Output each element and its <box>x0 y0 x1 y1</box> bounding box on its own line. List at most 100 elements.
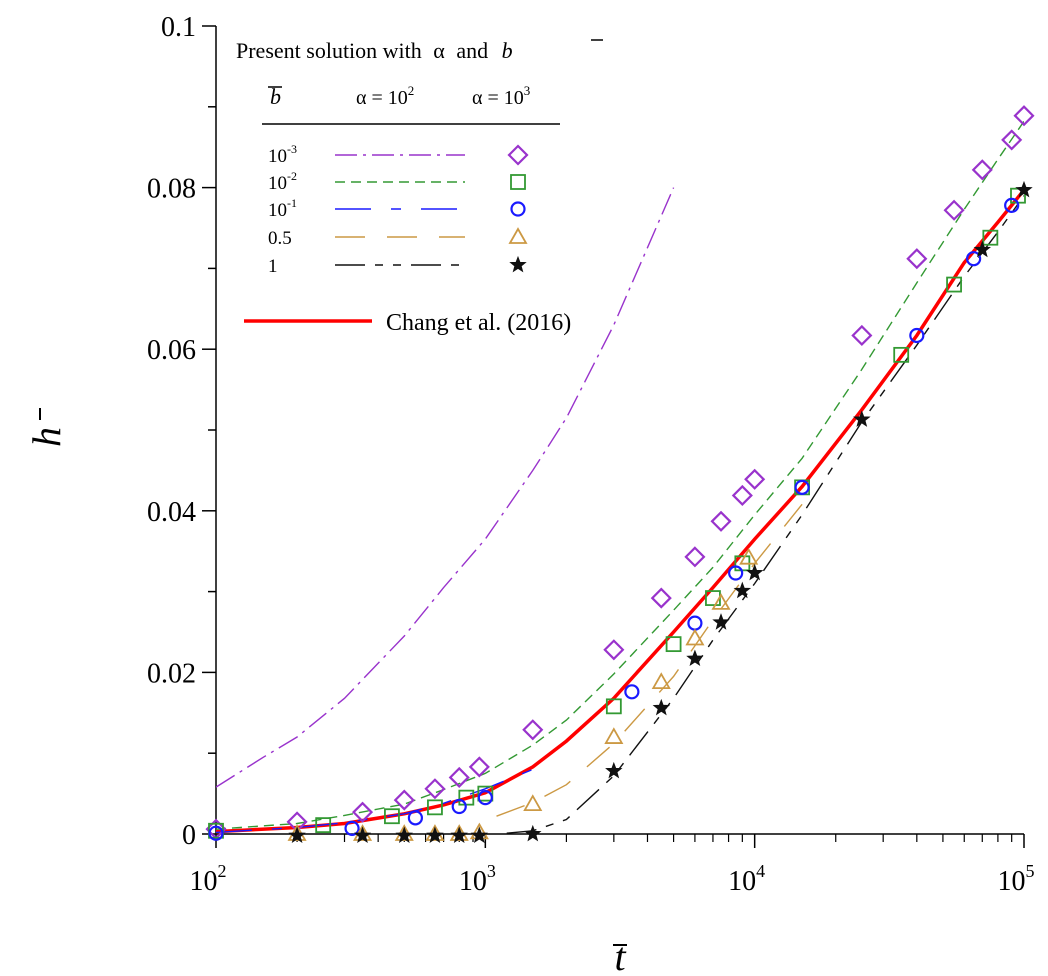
square-marker <box>384 808 400 825</box>
x-axis-label: t <box>613 934 627 976</box>
x-tick-label: 105 <box>998 861 1035 897</box>
legend-row-b-value: 10-1 <box>268 196 297 221</box>
x-tick-label: 103 <box>459 861 496 897</box>
diamond-marker <box>393 789 415 811</box>
diamond-marker <box>424 778 446 800</box>
star-marker <box>652 698 670 716</box>
square-marker <box>477 785 494 802</box>
legend-row-b-exp: -1 <box>287 196 297 210</box>
star-marker <box>395 826 413 844</box>
circle-marker <box>687 615 703 631</box>
star-marker <box>605 761 623 779</box>
square-marker <box>427 799 443 816</box>
legend-row-b-base: 10 <box>268 146 287 167</box>
x-tick-label-exp: 3 <box>487 861 496 881</box>
star-marker <box>450 826 468 844</box>
circle-marker <box>451 798 467 815</box>
circle-marker <box>407 810 424 826</box>
legend-col-alpha1-base: α = 10 <box>356 87 408 109</box>
circle-marker <box>624 684 640 700</box>
star-marker <box>426 826 444 844</box>
circle-marker <box>966 251 982 267</box>
star-marker <box>686 649 704 667</box>
circle-marker <box>477 790 493 806</box>
diamond-marker <box>710 510 732 532</box>
diamond-marker <box>650 587 672 609</box>
x-axis-ticks: 102 103 104 105 <box>190 834 1035 897</box>
diamond-marker <box>1013 105 1035 127</box>
star-marker <box>1015 180 1033 198</box>
star-marker <box>973 240 991 258</box>
square-marker <box>982 229 999 246</box>
legend-heading-prefix: Present solution with <box>236 38 422 63</box>
series-layer <box>216 120 1024 834</box>
diamond-marker <box>603 639 625 661</box>
legend-row-b-base: 0.5 <box>268 228 292 249</box>
x-tick-label-exp: 5 <box>1026 861 1035 881</box>
series-line-5 <box>506 195 1024 834</box>
diamond-marker <box>731 484 753 507</box>
x-tick-label: 104 <box>728 861 765 897</box>
legend-row-b-exp: -3 <box>287 142 297 156</box>
diamond-marker <box>1001 129 1023 151</box>
diamond-marker <box>943 199 965 221</box>
triangle-marker <box>685 628 705 646</box>
square-marker <box>315 817 332 834</box>
circle-marker <box>510 201 526 217</box>
square-marker <box>946 276 962 293</box>
star-marker <box>353 826 372 844</box>
marker-layer <box>205 105 1035 844</box>
square-marker <box>605 698 622 715</box>
legend: Present solution with α and b b α = 102 … <box>236 38 603 336</box>
star-marker <box>524 824 542 842</box>
y-tick-label: 0.02 <box>147 658 196 689</box>
circle-marker <box>208 825 224 841</box>
circle-marker <box>794 479 810 495</box>
square-marker <box>510 174 526 190</box>
legend-col-alpha2-exp: 3 <box>524 83 531 98</box>
circle-marker <box>909 327 925 344</box>
diamond-marker <box>351 801 374 823</box>
series-line-3 <box>216 768 534 834</box>
star-marker <box>733 581 752 599</box>
y-tick-label: 0.08 <box>147 174 196 205</box>
x-tick-label-base: 10 <box>998 866 1026 897</box>
triangle-marker <box>523 794 543 812</box>
diamond-marker <box>684 546 706 568</box>
diamond-marker <box>507 144 529 166</box>
x-axis-label-text: t <box>614 934 626 976</box>
legend-row-b-value: 0.5 <box>268 228 292 249</box>
y-axis-ticks: 0 0.02 0.04 0.06 0.08 0.1 <box>147 12 216 851</box>
legend-row-b-base: 1 <box>268 256 278 277</box>
reference-curve <box>216 188 1024 834</box>
legend-heading: Present solution with α and b <box>236 38 513 63</box>
y-axis-label-text: h <box>24 427 69 447</box>
y-tick-label: 0.04 <box>147 497 196 528</box>
legend-heading-alpha: α <box>433 38 445 63</box>
legend-rows: 10-310-210-10.51 <box>268 142 529 277</box>
legend-col-alpha1-exp: 2 <box>408 83 415 98</box>
legend-col-alpha1: α = 102 <box>356 83 414 109</box>
y-axis-label: h <box>24 408 69 447</box>
legend-row-b-value: 10-3 <box>268 142 297 167</box>
legend-heading-and: and <box>456 38 488 63</box>
series-line-4 <box>496 503 803 817</box>
diamond-marker <box>851 324 873 347</box>
legend-reference-label: Chang et al. (2016) <box>386 310 571 336</box>
star-marker <box>470 826 488 844</box>
x-tick-label-exp: 2 <box>218 861 227 881</box>
diamond-marker <box>906 248 928 270</box>
x-tick-label-base: 10 <box>728 866 756 897</box>
diamond-marker <box>971 159 993 181</box>
x-tick-label-exp: 4 <box>756 861 765 881</box>
triangle-marker <box>739 547 759 565</box>
x-tick-label-base: 10 <box>459 866 487 897</box>
legend-heading-b: b <box>502 38 513 63</box>
legend-row-b-value: 10-2 <box>268 169 297 194</box>
triangle-marker <box>651 672 671 689</box>
star-marker <box>509 255 527 273</box>
legend-row-b-base: 10 <box>268 173 287 194</box>
star-marker <box>288 826 306 844</box>
diamond-marker <box>744 468 766 490</box>
